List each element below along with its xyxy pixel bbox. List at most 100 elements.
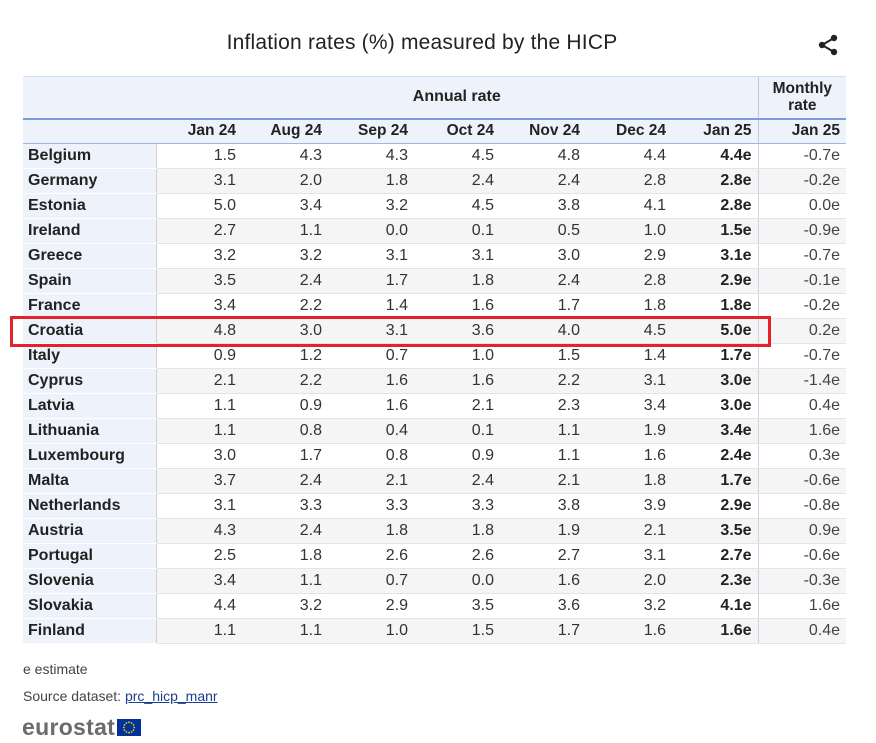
- monthly-rate-cell: -0.8e: [757, 493, 847, 519]
- annual-rate-cell: 0.9: [242, 393, 328, 419]
- annual-rate-cell: 1.7e: [672, 343, 759, 369]
- chart-title: Inflation rates (%) measured by the HICP: [226, 31, 618, 54]
- annual-rate-cell: 3.1e: [672, 243, 759, 269]
- source-line: Source dataset: prc_hicp_manr: [23, 688, 218, 704]
- table-row: Malta 3.7 2.4 2.1 2.4 2.1 1.8 1.7e -0.6e: [23, 468, 847, 494]
- annual-rate-cell: 2.8: [586, 168, 672, 194]
- column-header-annual-5: Dec 24: [586, 117, 672, 144]
- column-header-annual-6: Jan 25: [672, 117, 759, 144]
- monthly-rate-cell: -0.7e: [757, 243, 847, 269]
- share-icon[interactable]: [816, 33, 840, 57]
- annual-rate-cell: 2.7e: [672, 543, 759, 569]
- annual-rate-cell: 1.6: [586, 443, 672, 469]
- annual-rate-cell: 3.4: [242, 193, 328, 219]
- source-dataset-link[interactable]: prc_hicp_manr: [124, 688, 218, 704]
- annual-rate-cell: 3.0e: [672, 368, 759, 394]
- annual-rate-cell: 3.7: [155, 468, 242, 494]
- country-label: Croatia: [23, 318, 156, 344]
- annual-rate-cell: 1.7: [328, 268, 414, 294]
- annual-rate-cell: 1.6: [586, 618, 672, 644]
- annual-rate-cell: 3.4e: [672, 418, 759, 444]
- annual-rate-cell: 1.4: [586, 343, 672, 369]
- country-label: Slovenia: [23, 568, 156, 594]
- country-label: Portugal: [23, 543, 156, 569]
- country-label: Belgium: [23, 143, 156, 169]
- annual-rate-cell: 2.4: [414, 468, 500, 494]
- annual-rate-cell: 2.6: [328, 543, 414, 569]
- annual-rate-cell: 2.8: [586, 268, 672, 294]
- country-label: Netherlands: [23, 493, 156, 519]
- monthly-rate-cell: 0.2e: [757, 318, 847, 344]
- annual-rate-cell: 4.4e: [672, 143, 759, 169]
- annual-rate-cell: 2.1: [414, 393, 500, 419]
- annual-rate-cell: 1.1: [155, 418, 242, 444]
- annual-rate-cell: 0.8: [242, 418, 328, 444]
- header-corner: [23, 76, 156, 119]
- monthly-rate-cell: 0.9e: [757, 518, 847, 544]
- annual-rate-cell: 1.2: [242, 343, 328, 369]
- annual-rate-cell: 1.8: [242, 543, 328, 569]
- annual-rate-cell: 4.5: [414, 143, 500, 169]
- annual-rate-cell: 1.7: [242, 443, 328, 469]
- annual-rate-cell: 2.9e: [672, 493, 759, 519]
- annual-rate-cell: 3.1: [328, 243, 414, 269]
- monthly-rate-cell: -0.9e: [757, 218, 847, 244]
- annual-rate-cell: 1.8: [328, 518, 414, 544]
- country-label: Ireland: [23, 218, 156, 244]
- country-label: France: [23, 293, 156, 319]
- annual-rate-cell: 2.9: [586, 243, 672, 269]
- annual-rate-cell: 1.0: [328, 618, 414, 644]
- table-row: Finland 1.1 1.1 1.0 1.5 1.7 1.6 1.6e 0.4e: [23, 618, 847, 644]
- annual-rate-cell: 0.0: [328, 218, 414, 244]
- table-row: Ireland 2.7 1.1 0.0 0.1 0.5 1.0 1.5e -0.9e: [23, 218, 847, 244]
- eu-flag-icon: [117, 718, 142, 736]
- annual-rate-cell: 3.9: [586, 493, 672, 519]
- annual-rate-cell: 3.2: [155, 243, 242, 269]
- annual-rate-cell: 3.3: [242, 493, 328, 519]
- annual-rate-cell: 1.0: [586, 218, 672, 244]
- hicp-table: Annual rate Monthly rate Jan 24 Aug 24 Sep…: [23, 76, 847, 644]
- country-label: Cyprus: [23, 368, 156, 394]
- annual-rate-cell: 1.7: [500, 293, 586, 319]
- annual-rate-cell: 2.1: [586, 518, 672, 544]
- annual-rate-cell: 1.1: [500, 443, 586, 469]
- annual-rate-cell: 0.7: [328, 568, 414, 594]
- annual-rate-cell: 3.1: [586, 543, 672, 569]
- annual-rate-cell: 1.7: [500, 618, 586, 644]
- annual-rate-cell: 1.6: [328, 393, 414, 419]
- country-label: Finland: [23, 618, 156, 644]
- monthly-rate-cell: -0.7e: [757, 343, 847, 369]
- annual-rate-cell: 1.0: [414, 343, 500, 369]
- table-row: Slovenia 3.4 1.1 0.7 0.0 1.6 2.0 2.3e -0.3e: [23, 568, 847, 594]
- annual-rate-cell: 1.9: [586, 418, 672, 444]
- table-row: Portugal 2.5 1.8 2.6 2.6 2.7 3.1 2.7e -0.6e: [23, 543, 847, 569]
- annual-rate-cell: 2.6: [414, 543, 500, 569]
- annual-rate-cell: 0.0: [414, 568, 500, 594]
- annual-rate-cell: 3.4: [155, 568, 242, 594]
- annual-rate-cell: 3.5: [155, 268, 242, 294]
- annual-rate-cell: 3.6: [500, 593, 586, 619]
- table-row: Cyprus 2.1 2.2 1.6 1.6 2.2 3.1 3.0e -1.4e: [23, 368, 847, 394]
- annual-rate-cell: 4.5: [414, 193, 500, 219]
- annual-rate-cell: 2.9e: [672, 268, 759, 294]
- annual-rate-cell: 0.9: [155, 343, 242, 369]
- annual-rate-cell: 1.1: [155, 618, 242, 644]
- annual-rate-cell: 3.3: [414, 493, 500, 519]
- annual-rate-cell: 3.1: [155, 168, 242, 194]
- country-label: Estonia: [23, 193, 156, 219]
- annual-rate-cell: 0.4: [328, 418, 414, 444]
- annual-rate-cell: 3.6: [414, 318, 500, 344]
- annual-rate-cell: 1.6: [414, 293, 500, 319]
- annual-rate-cell: 3.2: [242, 243, 328, 269]
- annual-rate-cell: 5.0e: [672, 318, 759, 344]
- annual-rate-cell: 0.9: [414, 443, 500, 469]
- table-row: Spain 3.5 2.4 1.7 1.8 2.4 2.8 2.9e -0.1e: [23, 268, 847, 294]
- table-row: Latvia 1.1 0.9 1.6 2.1 2.3 3.4 3.0e 0.4e: [23, 393, 847, 419]
- country-label: Spain: [23, 268, 156, 294]
- monthly-rate-cell: -1.4e: [757, 368, 847, 394]
- annual-rate-cell: 2.1: [328, 468, 414, 494]
- annual-rate-cell: 2.1: [500, 468, 586, 494]
- table-row: Slovakia 4.4 3.2 2.9 3.5 3.6 3.2 4.1e 1.6e: [23, 593, 847, 619]
- annual-rate-cell: 2.2: [242, 368, 328, 394]
- annual-rate-cell: 0.8: [328, 443, 414, 469]
